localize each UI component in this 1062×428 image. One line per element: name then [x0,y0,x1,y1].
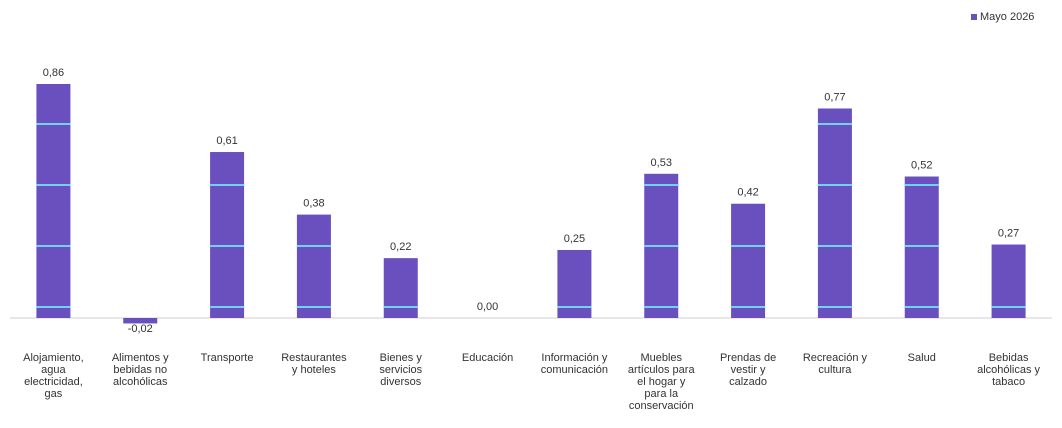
value-labels-group: 0,86 -0,02 0,61 0,38 0,22 0,00 0,25 0,53 0,42 0,7… [43,67,1020,335]
category-label: Información y comunicación [541,352,608,376]
bar-stripe [904,245,939,247]
category-label: Alojamiento, agua electricidad, gas [23,352,84,400]
bar-stripe [904,306,939,308]
bar-11 [991,244,1026,318]
bar-9 [817,108,852,318]
data-label: 0,42 [737,187,758,199]
category-label: Alimentos y bebidas no alcohólicas [112,352,169,388]
bar-rect [731,203,766,318]
data-label: 0,22 [390,241,411,253]
bar-2 [210,152,245,318]
bar-4 [383,258,418,318]
bar-stripe [817,123,852,125]
bar-stripe [731,306,766,308]
bar-stripe [210,245,245,247]
bar-stripe [991,306,1026,308]
bar-stripe [644,184,679,186]
data-label: 0,61 [216,135,237,147]
bar-stripe [36,184,71,186]
bar-10 [904,176,939,318]
bar-rect [296,214,331,318]
bar-stripe [817,306,852,308]
category-label: Prendas de vestir y calzado [720,352,776,388]
bar-8 [731,203,766,318]
bar-rect [817,108,852,318]
legend: Mayo 2026 [971,11,1034,23]
data-label: 0,27 [998,228,1019,240]
category-label: Bienes y servicios diversos [379,352,422,388]
category-label: Transporte [201,352,254,364]
bar-stripe [36,123,71,125]
bar-stripe [817,245,852,247]
data-label: 0,53 [651,157,672,169]
bar-stripe [731,245,766,247]
bar-rect [991,244,1026,318]
bar-stripe [296,306,331,308]
bar-stripe [644,245,679,247]
category-label: Salud [908,352,936,364]
bar-stripe [557,306,592,308]
data-label: 0,52 [911,160,932,172]
bar-rect [123,318,158,324]
category-label: Recreación y cultura [803,352,868,376]
legend-swatch [971,14,977,20]
category-label: Educación [462,352,513,364]
bar-6 [557,249,592,318]
bar-stripe [210,184,245,186]
category-labels-group: Alojamiento, agua electricidad, gas Alimento… [23,352,1040,412]
legend-label: Mayo 2026 [980,11,1034,23]
bar-1 [123,318,158,324]
bar-stripe [383,306,418,308]
bar-stripe [210,306,245,308]
bar-3 [296,214,331,318]
data-label: 0,77 [824,91,845,103]
bar-stripe [817,184,852,186]
bar-stripe [296,245,331,247]
bar-stripe [644,306,679,308]
bar-0 [36,84,71,318]
bar-7 [644,173,679,318]
bars-group [36,84,1026,324]
bar-stripe [904,184,939,186]
bar-rect [904,176,939,318]
bar-rect [36,84,71,318]
data-label: 0,00 [477,301,498,313]
data-label: 0,86 [43,67,64,79]
data-label: 0,25 [564,233,585,245]
category-label: Restaurantes y hoteles [281,352,347,376]
category-label: Bebidas alcohólicas y tabaco [977,352,1040,388]
bar-rect [210,152,245,318]
bar-stripe [36,245,71,247]
category-label: Muebles artículos para el hogar y para la co… [628,352,696,412]
bar-stripe [36,306,71,308]
data-label: -0,02 [128,323,153,335]
data-label: 0,38 [303,198,324,210]
bar-rect [383,258,418,318]
